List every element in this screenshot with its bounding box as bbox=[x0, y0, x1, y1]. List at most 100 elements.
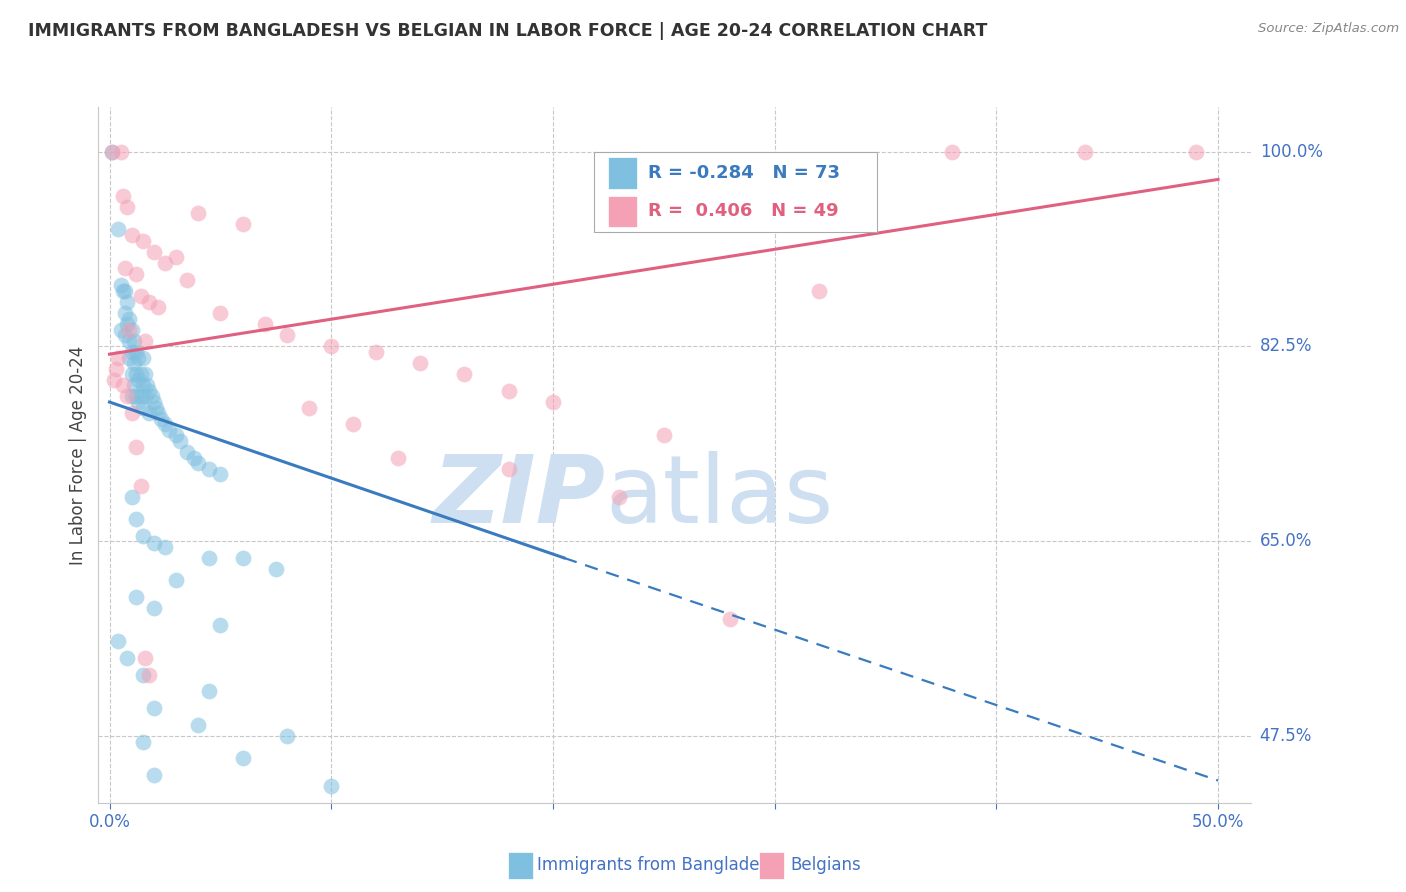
Point bbox=[105, 361, 128, 376]
Point bbox=[541, 395, 564, 409]
Point bbox=[138, 667, 160, 681]
Text: ZIP: ZIP bbox=[433, 450, 606, 542]
Point bbox=[132, 734, 155, 748]
Point bbox=[298, 401, 321, 415]
Point bbox=[103, 373, 125, 387]
Point bbox=[134, 368, 156, 382]
Point bbox=[209, 467, 232, 482]
Point bbox=[114, 328, 136, 343]
Point bbox=[165, 250, 187, 264]
Point bbox=[134, 651, 156, 665]
Text: Immigrants from Bangladesh: Immigrants from Bangladesh bbox=[537, 856, 779, 874]
Point bbox=[165, 428, 187, 442]
Point bbox=[187, 206, 209, 220]
Point bbox=[132, 528, 155, 542]
Point bbox=[142, 701, 165, 715]
Point bbox=[111, 378, 134, 392]
Point bbox=[134, 389, 156, 403]
Point bbox=[122, 356, 145, 370]
Text: 100.0%: 100.0% bbox=[1260, 143, 1323, 161]
Point bbox=[122, 378, 145, 392]
Point bbox=[187, 718, 209, 732]
Point bbox=[141, 389, 163, 403]
Point bbox=[142, 536, 165, 550]
Point bbox=[129, 368, 152, 382]
Point bbox=[1185, 145, 1208, 159]
Point bbox=[138, 406, 160, 420]
Point bbox=[111, 284, 134, 298]
Text: R =  0.406   N = 49: R = 0.406 N = 49 bbox=[648, 202, 839, 220]
Point bbox=[110, 278, 132, 293]
Point bbox=[718, 612, 741, 626]
Point bbox=[132, 401, 155, 415]
Point bbox=[121, 389, 143, 403]
Point bbox=[231, 751, 253, 765]
Point bbox=[134, 334, 156, 348]
Point bbox=[138, 294, 160, 309]
FancyBboxPatch shape bbox=[759, 852, 785, 879]
Point bbox=[125, 267, 148, 281]
Text: IMMIGRANTS FROM BANGLADESH VS BELGIAN IN LABOR FORCE | AGE 20-24 CORRELATION CHA: IMMIGRANTS FROM BANGLADESH VS BELGIAN IN… bbox=[28, 22, 987, 40]
Point bbox=[198, 550, 221, 565]
Point bbox=[118, 323, 141, 337]
Point bbox=[132, 667, 155, 681]
Point bbox=[138, 384, 160, 398]
Point bbox=[122, 334, 145, 348]
Point bbox=[409, 356, 432, 370]
Point bbox=[148, 301, 170, 315]
Point bbox=[117, 651, 138, 665]
Point bbox=[165, 573, 187, 587]
Point bbox=[169, 434, 191, 448]
Point bbox=[142, 244, 165, 259]
Point bbox=[453, 368, 475, 382]
Text: 47.5%: 47.5% bbox=[1260, 727, 1312, 745]
Point bbox=[121, 345, 143, 359]
Point bbox=[121, 490, 143, 504]
Point bbox=[121, 323, 143, 337]
Point bbox=[127, 395, 149, 409]
Point bbox=[142, 395, 165, 409]
Point bbox=[110, 145, 132, 159]
Point bbox=[342, 417, 364, 432]
Point bbox=[111, 189, 134, 203]
Point bbox=[941, 145, 963, 159]
Point bbox=[209, 306, 232, 320]
Point bbox=[129, 289, 152, 303]
Point bbox=[153, 540, 176, 554]
Point bbox=[125, 368, 148, 382]
Point bbox=[148, 406, 170, 420]
Point bbox=[132, 351, 155, 365]
Point bbox=[198, 684, 221, 698]
Point bbox=[117, 200, 138, 214]
Point bbox=[149, 411, 172, 425]
Point bbox=[118, 334, 141, 348]
FancyBboxPatch shape bbox=[607, 195, 637, 227]
Point bbox=[121, 368, 143, 382]
Point bbox=[132, 378, 155, 392]
Point bbox=[114, 284, 136, 298]
Point bbox=[114, 261, 136, 276]
Y-axis label: In Labor Force | Age 20-24: In Labor Force | Age 20-24 bbox=[69, 345, 87, 565]
Point bbox=[117, 317, 138, 331]
Point bbox=[125, 440, 148, 454]
Point bbox=[117, 294, 138, 309]
Point bbox=[125, 389, 148, 403]
Point bbox=[321, 339, 343, 353]
Point bbox=[264, 562, 287, 576]
Point bbox=[127, 351, 149, 365]
Point bbox=[153, 417, 176, 432]
Point bbox=[1074, 145, 1097, 159]
Point bbox=[110, 323, 132, 337]
Point bbox=[142, 601, 165, 615]
Point bbox=[153, 256, 176, 270]
Point bbox=[176, 272, 198, 286]
Point bbox=[132, 234, 155, 248]
Point bbox=[176, 445, 198, 459]
Point bbox=[652, 428, 675, 442]
Text: 65.0%: 65.0% bbox=[1260, 533, 1312, 550]
Point bbox=[187, 456, 209, 470]
Point bbox=[118, 351, 141, 365]
Point bbox=[107, 351, 129, 365]
FancyBboxPatch shape bbox=[595, 153, 877, 232]
Text: Source: ZipAtlas.com: Source: ZipAtlas.com bbox=[1258, 22, 1399, 36]
